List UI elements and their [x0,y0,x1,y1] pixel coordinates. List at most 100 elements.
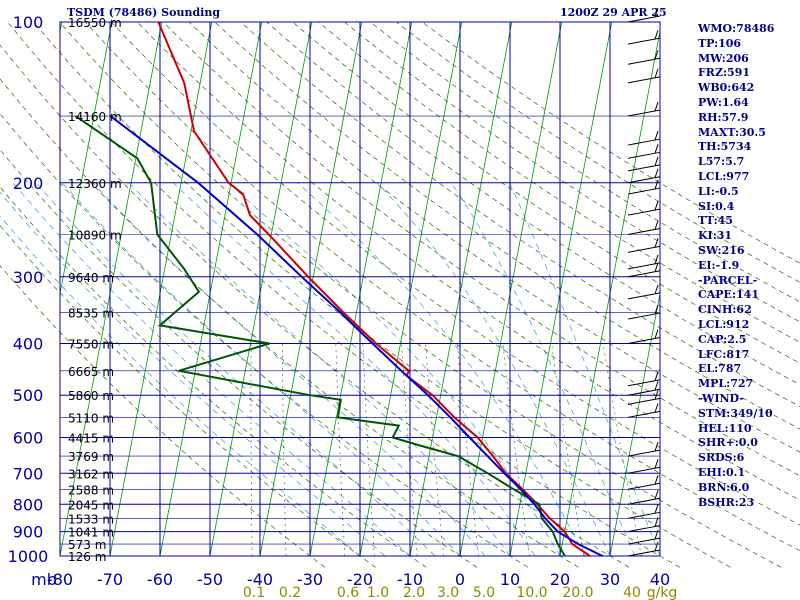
wind-barb-flag [654,541,659,552]
mixing-ratio-line [250,343,253,556]
moist-adiabat [297,182,586,557]
height-label: 2588 m [68,483,114,497]
dry-adiabat [214,21,800,430]
temperature-tick-label: -70 [97,570,123,589]
index-item: LI:-0.5 [698,184,739,198]
temperature-tick-label: -20 [347,570,373,589]
index-item: MAXT:30.5 [698,125,766,139]
height-label: 16550 m [68,16,122,30]
isotherm-line [409,21,513,557]
indices-panel: WMO:78486 TP:106 MW:206 FRZ:591 WB0:642 PW:1.… [698,22,798,510]
chart-title: TSDM (78486) Sounding [67,6,221,19]
dry-adiabat [0,113,528,568]
moist-adiabat [376,182,611,557]
temperature-tick-label: -40 [247,570,273,589]
dry-adiabat [33,21,731,568]
isotherm-line [59,21,113,294]
pressure-tick-label: 800 [13,495,44,514]
mixing-ratio-line [335,343,346,557]
dry-adiabat [396,21,800,283]
wind-barb-flag [654,304,659,315]
temperature-tick-label: -50 [197,570,223,589]
temperature-tick-label: -30 [297,570,323,589]
isotherm-line [609,293,661,557]
index-item: TH:5734 [698,140,752,154]
temperature-tick-label: 40 [650,570,670,589]
wind-barb-flag [654,7,659,18]
index-item: LCL:977 [698,169,750,183]
wind-barb-flag [654,168,659,178]
index-item: KI:31 [698,229,733,243]
temperature-tick-label: -10 [397,570,423,589]
pressure-tick-label: 900 [13,523,44,542]
dry-adiabat [370,21,800,303]
wind-barb [627,109,661,117]
index-item: CAPE:141 [698,288,759,302]
wind-barb [627,164,661,172]
mixing-ratio-label: 0.2 [279,585,301,600]
wind-barb [627,57,661,65]
index-item: SW:216 [698,243,745,257]
moist-adiabat [451,182,636,557]
index-item: STM:349/10 [698,406,773,420]
height-label: 4415 m [68,432,114,446]
index-item: LCL:912 [698,317,750,331]
wind-barb [627,76,661,84]
temperature-tick-label: 0 [455,570,465,589]
wind-barb-flag [654,371,659,381]
height-label: 3769 m [68,450,114,464]
height-label: 573 m [68,538,106,552]
index-item: -WIND- [698,391,744,405]
mixing-ratio-label: 20.0 [562,585,593,600]
height-label: 9640 m [68,271,114,285]
pressure-tick-label: 700 [13,464,44,483]
moist-adiabat [172,182,536,557]
mixing-ratio-label: 40 [623,585,641,600]
wind-barbs [627,7,661,557]
moist-adiabat [228,182,561,557]
wind-barb [627,37,661,45]
isotherm-line [459,21,563,557]
wind-barb-flag [654,441,659,452]
temperature-tick-label: -80 [47,570,73,589]
dewpoint-profile [74,115,566,557]
wind-barb-flag [654,284,659,295]
dry-adiabat [318,21,800,343]
mixing-ratio-label: 10.0 [516,585,547,600]
wind-barb-flag [654,403,659,413]
mixing-ratio-label: 0.6 [337,585,359,600]
index-item: SRDS:6 [698,451,745,465]
wind-barb-flag [654,101,659,112]
temperature-tick-label: 20 [550,570,570,589]
mixing-ratio-label: 2.0 [403,585,425,600]
dry-adiabat [292,21,800,364]
mixing-ratio-label: 3.0 [437,585,459,600]
wind-barb-flag [654,262,659,272]
pressure-tick-label: 100 [13,13,44,32]
isotherm-line [309,21,413,557]
height-label: 10890 m [68,228,122,242]
index-item: WB0:642 [698,81,755,95]
height-label: 12360 m [68,177,122,191]
moist-adiabat [509,182,661,557]
isotherm-line [109,21,213,557]
wind-barb-flag [654,201,659,211]
wind-barb-flag [654,179,659,190]
height-label: 1041 m [68,526,114,540]
dry-adiabat [0,224,376,568]
wind-barb-flag [654,517,659,527]
isotherm-line [509,21,613,557]
wind-barb-flag [654,504,659,514]
isotherm-line [159,21,263,557]
wind-barb [627,466,661,474]
index-item: EHI:0.1 [698,465,746,479]
wind-barb-flag [654,254,659,265]
dry-adiabat [110,21,800,526]
wind-barb [627,151,661,159]
temperature-tick-label: 30 [600,570,620,589]
index-item: CAP:2.5 [698,332,747,346]
mixing-ratio-line [362,343,375,557]
wind-barb [627,228,661,235]
wind-barb [627,292,661,300]
